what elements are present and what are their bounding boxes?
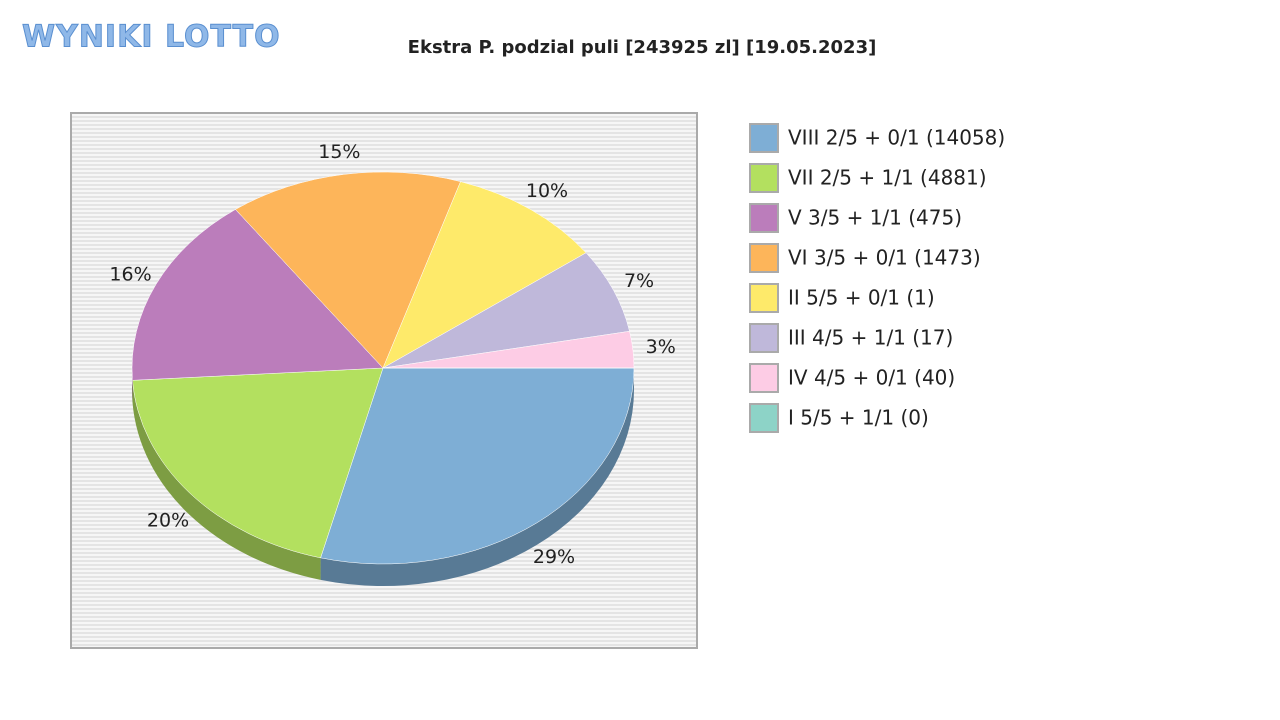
legend-swatch [749, 243, 779, 273]
legend-label: IV 4/5 + 0/1 (40) [788, 366, 955, 390]
data-label: 7% [624, 270, 654, 292]
legend-swatch [749, 403, 779, 433]
slice [320, 367, 635, 565]
legend-label: III 4/5 + 1/1 (17) [788, 326, 953, 350]
data-label: 20% [147, 509, 189, 531]
data-label: 10% [526, 180, 568, 202]
legend-swatch [749, 163, 779, 193]
legend-label: V 3/5 + 1/1 (475) [788, 206, 962, 230]
legend-swatch [749, 283, 779, 313]
logo: WYNIKI LOTTO [22, 20, 281, 55]
legend-label: II 5/5 + 0/1 (1) [788, 286, 935, 310]
slice [235, 171, 461, 369]
legend: VIII 2/5 + 0/1 (14058) VII 2/5 + 1/1 (488… [749, 123, 1005, 433]
legend-swatch [749, 363, 779, 393]
slice [382, 252, 630, 369]
slice-side [320, 368, 634, 586]
legend-label: VI 3/5 + 0/1 (1473) [788, 246, 981, 270]
data-label: 16% [109, 264, 151, 286]
legend-label: I 5/5 + 1/1 (0) [788, 406, 929, 430]
slice-side [132, 380, 321, 580]
legend-swatch [749, 323, 779, 353]
legend-label: VIII 2/5 + 0/1 (14058) [788, 126, 1005, 150]
data-label: 3% [646, 336, 676, 358]
slice [382, 181, 587, 369]
data-label: 29% [533, 546, 575, 568]
legend-swatch [749, 123, 779, 153]
data-label: 15% [318, 141, 360, 163]
chart-title: Ekstra P. podzial puli [243925 zl] [19.0… [408, 37, 877, 58]
pie: 29% 20% 16% 15% 10% 7% 3% [109, 141, 676, 586]
legend-swatch [749, 203, 779, 233]
slice [132, 367, 384, 559]
slice [131, 209, 384, 381]
legend-label: VII 2/5 + 1/1 (4881) [788, 166, 987, 190]
